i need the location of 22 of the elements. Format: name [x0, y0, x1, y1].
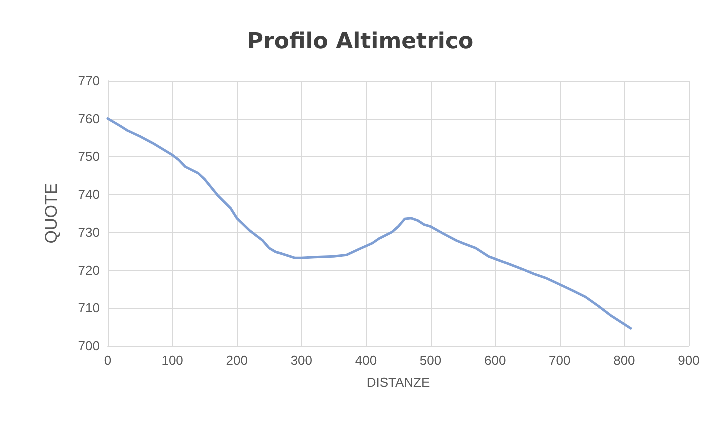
y-tick-label: 710: [78, 300, 100, 316]
x-tick-label: 400: [355, 353, 378, 368]
x-tick-label: 600: [484, 353, 506, 368]
x-tick-label: 100: [162, 353, 184, 368]
x-tick-label: 700: [549, 353, 571, 368]
y-tick-label: 740: [78, 187, 100, 202]
x-tick-label: 500: [420, 353, 442, 368]
x-tick-label: 200: [226, 353, 248, 368]
y-tick-label: 760: [78, 111, 100, 126]
y-tick-label: 750: [78, 149, 100, 164]
y-tick-label: 720: [78, 262, 100, 278]
x-axis-title: DISTANZE: [366, 375, 430, 390]
chart-title: Profilo Altimetrico: [247, 30, 474, 54]
y-tick-label: 730: [78, 224, 100, 240]
x-tick-label: 800: [614, 353, 636, 368]
y-tick-label: 770: [78, 74, 100, 88]
x-tick-label: 900: [678, 353, 700, 368]
y-axis-title: QUOTE: [42, 183, 61, 244]
x-tick-label: 0: [104, 353, 112, 368]
y-tick-label: 700: [78, 338, 100, 354]
x-tick-label: 300: [290, 353, 313, 368]
line-series: [106, 118, 632, 330]
